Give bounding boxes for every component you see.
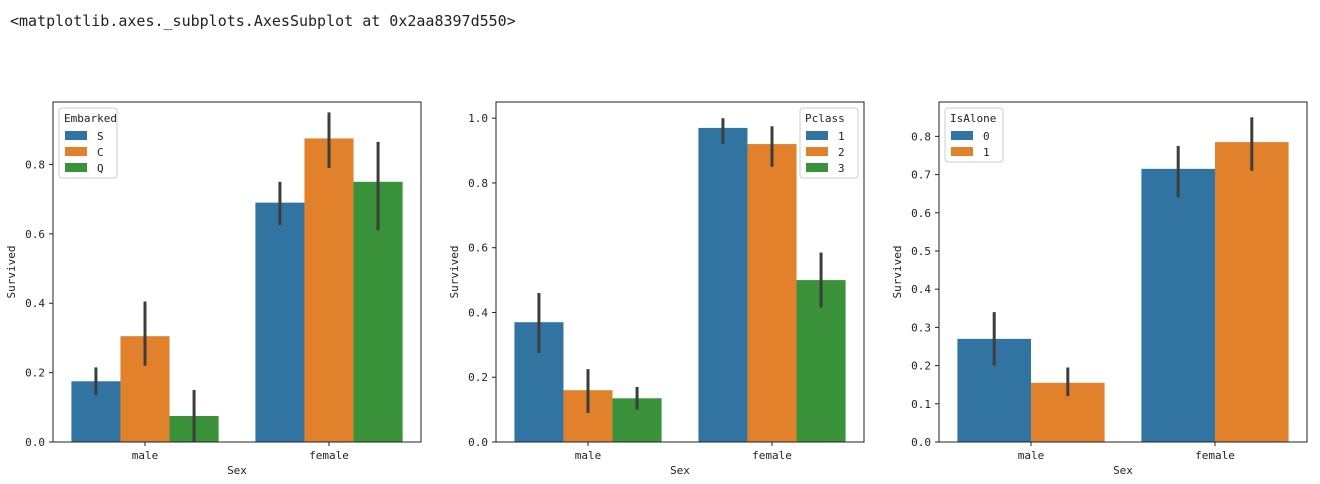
legend-box	[58, 107, 118, 179]
legend-label: S	[97, 130, 104, 143]
y-tick-label: 0.7	[911, 169, 931, 182]
legend-label: 0	[983, 130, 990, 143]
axes-frame	[495, 101, 865, 443]
y-tick-label: 0.6	[468, 242, 488, 255]
bar-2-female	[747, 144, 797, 442]
legend-box	[799, 107, 859, 179]
bar-S-female	[255, 202, 305, 442]
legend-title: Embarked	[64, 112, 117, 125]
y-tick-label: 0.2	[25, 367, 45, 380]
cell-output-text: <matplotlib.axes._subplots.AxesSubplot a…	[10, 12, 516, 30]
y-axis-label: Survived	[891, 246, 904, 299]
y-axis-label: Survived	[5, 246, 18, 299]
legend-label: Q	[97, 162, 104, 175]
legend-swatch-1	[806, 131, 828, 140]
x-axis-label: Sex	[670, 464, 690, 477]
x-tick-label: male	[575, 449, 602, 462]
legend-swatch-0	[951, 131, 973, 140]
y-axis-label: Survived	[448, 246, 461, 299]
y-tick-label: 0.4	[911, 283, 931, 296]
y-tick-label: 0.0	[25, 436, 45, 449]
legend-title: Pclass	[805, 112, 845, 125]
legend-swatch-2	[806, 147, 828, 156]
x-tick-label: male	[1018, 449, 1045, 462]
y-tick-label: 0.0	[911, 436, 931, 449]
x-tick-label: female	[1195, 449, 1235, 462]
legend-label: 1	[838, 130, 845, 143]
chart-panel-1: 0.0 0.2 0.4 0.6 0.8 male female Sex Survived Emba…	[5, 101, 422, 477]
x-axis-label: Sex	[1113, 464, 1133, 477]
y-tick-label: 0.4	[25, 297, 45, 310]
chart-panel-3: 0.0 0.1 0.2 0.3 0.4 0.5 0.6 0.7 0.8 male female Sex…	[891, 101, 1308, 477]
y-tick-label: 0.8	[25, 158, 45, 171]
y-tick-label: 0.4	[468, 306, 488, 319]
y-tick-label: 0.5	[911, 245, 931, 258]
y-tick-label: 0.6	[25, 228, 45, 241]
y-tick-label: 0.2	[468, 371, 488, 384]
y-tick-label: 0.8	[911, 130, 931, 143]
legend: Pclass 1 2 3	[799, 107, 859, 179]
legend: IsAlone 0 1	[944, 107, 1004, 163]
legend-label: 3	[838, 162, 845, 175]
legend-title: IsAlone	[950, 112, 996, 125]
x-tick-label: female	[752, 449, 792, 462]
legend-label: 2	[838, 146, 845, 159]
legend-swatch-1	[951, 147, 973, 156]
legend-swatch-Q	[65, 163, 87, 172]
y-tick-label: 0.2	[911, 360, 931, 373]
bar-1-female	[698, 127, 748, 443]
y-tick-label: 0.1	[911, 398, 931, 411]
legend-label: C	[97, 146, 104, 159]
bar-0-female	[1141, 168, 1215, 442]
legend-label: 1	[983, 146, 990, 159]
x-tick-label: male	[132, 449, 159, 462]
legend-swatch-3	[806, 163, 828, 172]
y-tick-label: 0.6	[911, 207, 931, 220]
legend: Embarked SCQ	[58, 107, 118, 179]
legend-swatch-S	[65, 131, 87, 140]
chart-panel-2: 0.0 0.2 0.4 0.6 0.8 1.0 male female Sex Survived P…	[448, 101, 865, 477]
bar-C-female	[304, 138, 354, 442]
axes-frame	[52, 101, 422, 443]
x-axis-label: Sex	[227, 464, 247, 477]
y-tick-label: 1.0	[468, 112, 488, 125]
legend-swatch-C	[65, 147, 87, 156]
bar-1-female	[1215, 142, 1289, 442]
x-tick-label: female	[309, 449, 349, 462]
axes-frame	[938, 101, 1308, 443]
y-tick-label: 0.3	[911, 321, 931, 334]
y-tick-label: 0.0	[468, 436, 488, 449]
y-tick-label: 0.8	[468, 177, 488, 190]
